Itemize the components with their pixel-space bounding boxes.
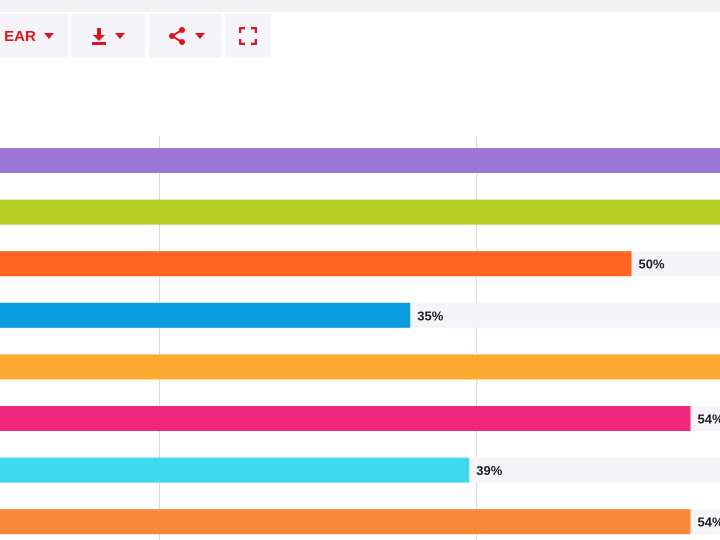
- chevron-down-icon: [115, 33, 125, 39]
- year-dropdown-button[interactable]: EAR: [0, 14, 68, 58]
- bar: [0, 354, 720, 380]
- bar-value-label: 39%: [476, 463, 502, 478]
- bar: [0, 457, 470, 483]
- download-icon: [92, 28, 106, 45]
- bar: [0, 406, 691, 431]
- bar-value-label: 35%: [417, 308, 443, 323]
- bar-value-label: 54%: [698, 412, 720, 427]
- chevron-down-icon: [43, 33, 54, 39]
- download-button[interactable]: [71, 14, 145, 58]
- bar: [0, 302, 411, 328]
- fullscreen-button[interactable]: [225, 14, 271, 58]
- share-icon: [168, 27, 185, 45]
- year-dropdown-label: EAR: [4, 27, 36, 45]
- top-strip: [0, 0, 720, 12]
- chevron-down-icon: [194, 33, 205, 39]
- bar: [0, 251, 632, 277]
- fullscreen-icon: [239, 27, 257, 45]
- bar-value-label: 50%: [639, 257, 665, 272]
- share-button[interactable]: [149, 14, 222, 58]
- bar: [0, 509, 691, 535]
- bar: [0, 199, 720, 225]
- bar-value-label: 54%: [698, 515, 720, 530]
- bar: [0, 148, 720, 173]
